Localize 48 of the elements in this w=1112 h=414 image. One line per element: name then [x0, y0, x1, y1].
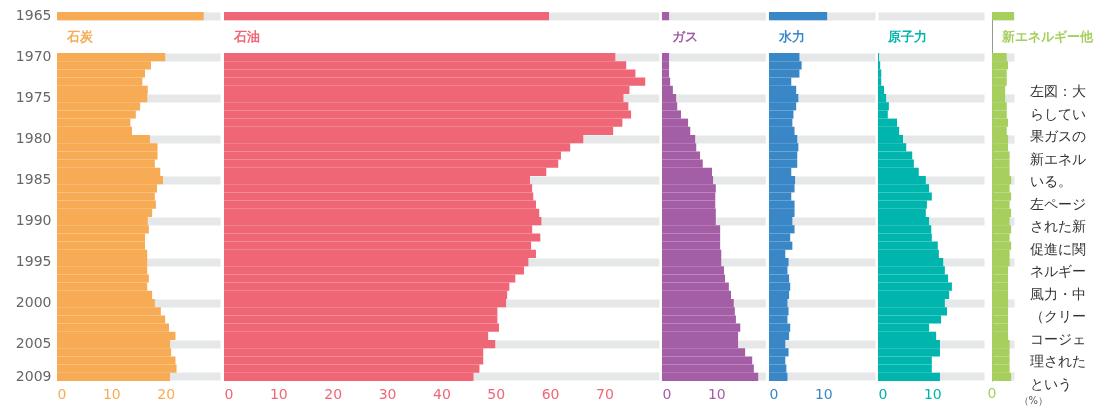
- x-tick-label: 10: [814, 385, 833, 402]
- text: 促進に関: [1030, 239, 1086, 259]
- text: された新: [1030, 217, 1086, 236]
- x-tick-label: 0: [662, 385, 672, 402]
- text: 石炭: [66, 28, 94, 44]
- y-tick-label: 2009: [15, 367, 52, 384]
- text: 原子力: [887, 28, 927, 44]
- x-tick-label: 40: [432, 385, 451, 402]
- text: 石油: [233, 28, 260, 44]
- x-tick-label: 10: [102, 385, 121, 402]
- x-tick-label: 70: [596, 385, 614, 402]
- y-tick-label: 1985: [15, 171, 52, 188]
- y-tick-label: 2005: [15, 335, 52, 352]
- y-tick-label: 1995: [15, 253, 52, 270]
- x-tick-label: 10: [269, 385, 288, 402]
- y-tick-label: 1965: [15, 7, 52, 24]
- x-tick-label: 0: [57, 385, 67, 402]
- text: （クリー: [1030, 307, 1086, 326]
- text: 左ページ: [1030, 194, 1086, 214]
- x-tick-label: 0: [878, 385, 888, 402]
- x-tick-label: 0: [769, 385, 779, 402]
- text: ネルギー: [1030, 262, 1086, 281]
- text: いる。: [1030, 172, 1073, 191]
- text: 左図：大: [1030, 82, 1086, 101]
- x-tick-label: 20: [157, 385, 176, 402]
- x-axis-title: （%）: [1018, 394, 1049, 406]
- x-tick-label: 50: [487, 385, 506, 402]
- text: 果ガスの: [1030, 127, 1086, 146]
- text: 新エネル: [1030, 149, 1086, 169]
- x-tick-label: 20: [324, 385, 343, 402]
- text: らしてい: [1030, 104, 1086, 124]
- x-tick-label: 60: [541, 385, 560, 402]
- y-tick-label: 1970: [15, 48, 52, 65]
- y-tick-label: 1980: [15, 130, 52, 147]
- y-tick-label: 2000: [15, 294, 52, 311]
- x-tick-label: 10: [923, 385, 942, 402]
- text: 理された: [1030, 352, 1086, 371]
- y-tick-label: 1990: [15, 212, 52, 229]
- x-tick-label: 30: [378, 385, 397, 402]
- text: 水力: [778, 28, 805, 44]
- text: 風力・中: [1030, 284, 1086, 304]
- text: という: [1030, 374, 1073, 394]
- text: ガス: [672, 28, 698, 44]
- text: コージェ: [1030, 329, 1086, 349]
- y-tick-label: 1975: [15, 89, 52, 106]
- x-tick-label: 0: [224, 385, 234, 402]
- text: 新エネルギー他: [1001, 28, 1094, 44]
- x-tick-label: 10: [707, 385, 726, 402]
